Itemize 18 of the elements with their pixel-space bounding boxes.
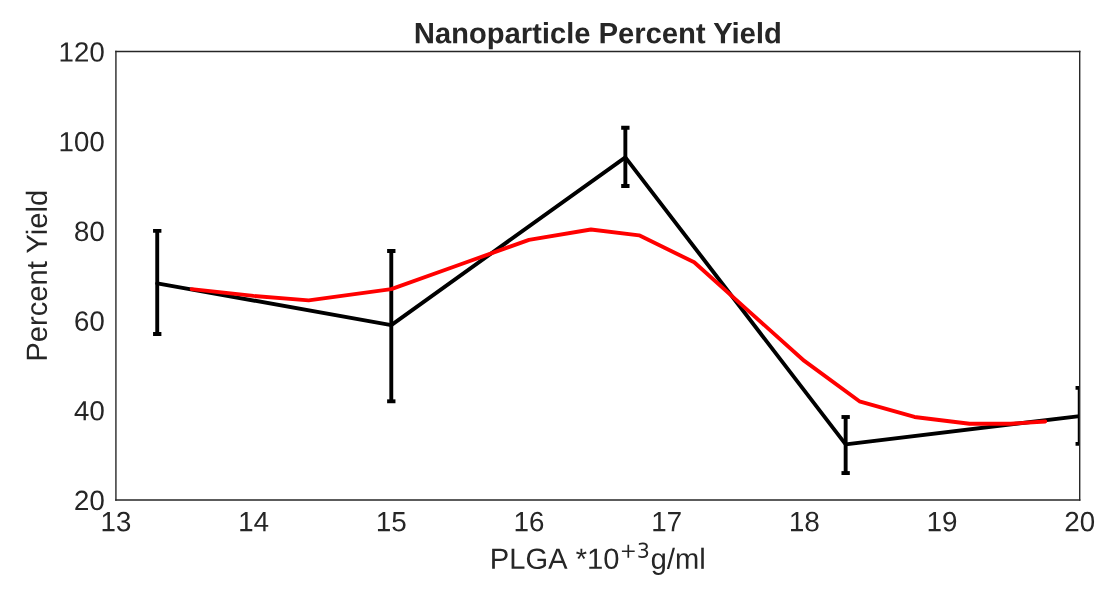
- y-tick-label: 20: [75, 490, 104, 511]
- line-series: [189, 227, 1048, 426]
- y-tick-label: 120: [60, 42, 104, 62]
- x-tick-label: 16: [515, 511, 544, 532]
- y-tick-label: 100: [60, 131, 104, 152]
- y-tick-label: 40: [74, 400, 104, 421]
- x-tick-label: 19: [928, 511, 957, 532]
- x-tick-label: 14: [240, 512, 269, 532]
- x-tick-label: 20: [1065, 511, 1095, 532]
- x-tick-label: 18: [791, 511, 819, 532]
- x-tick-label: 15: [377, 512, 406, 532]
- y-tick-label: 80: [75, 221, 104, 242]
- chart-title: Nanoparticle Percent Yield: [415, 22, 780, 50]
- x-tick-label: 17: [653, 512, 681, 532]
- x-axis-title: PLGA *10$^{+3}$g/ml: [492, 542, 704, 575]
- y-tick-label: 60: [75, 311, 104, 331]
- x-tick-label: 13: [102, 511, 131, 532]
- y-axis-title: Percent Yield: [25, 191, 48, 360]
